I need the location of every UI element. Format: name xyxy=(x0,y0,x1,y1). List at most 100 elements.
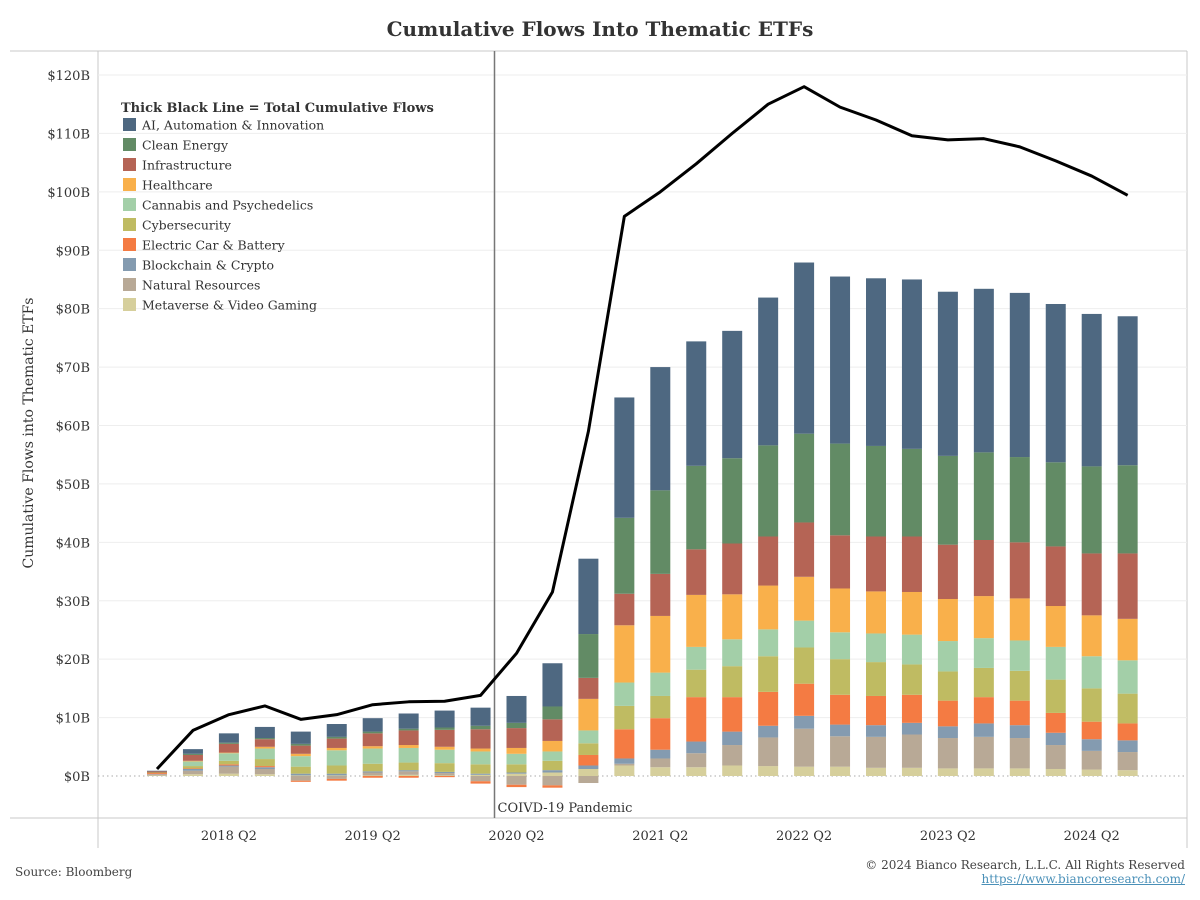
bar-segment xyxy=(362,763,383,772)
bar-segment xyxy=(937,738,958,769)
bar-segment xyxy=(937,671,958,701)
bar-segment xyxy=(794,647,815,684)
bar-segment xyxy=(901,591,922,635)
bar-segment xyxy=(937,726,958,739)
bar-segment xyxy=(722,639,743,667)
bar-segment xyxy=(901,722,922,735)
bar-segment xyxy=(362,731,383,734)
bar-segment xyxy=(542,663,563,707)
bar-segment xyxy=(830,659,851,695)
bar-segment xyxy=(1117,770,1138,776)
bar-segment xyxy=(614,729,635,759)
bar-segment xyxy=(901,279,922,449)
bar-segment xyxy=(1009,598,1030,641)
bar-segment xyxy=(758,585,779,630)
bar-segment xyxy=(1081,553,1102,616)
bar-segment xyxy=(866,695,886,726)
bar-segment xyxy=(470,774,491,776)
bar-segment xyxy=(218,766,239,774)
bar-segment xyxy=(506,753,527,765)
bar-segment xyxy=(362,775,383,777)
bar-segment xyxy=(182,761,203,767)
x-tick-label: 2024 Q2 xyxy=(1064,829,1120,844)
legend-title: Thick Black Line = Total Cumulative Flow… xyxy=(121,101,434,116)
bar-segment xyxy=(866,736,886,768)
bar-segment xyxy=(794,262,815,434)
bar-segment xyxy=(830,588,851,633)
bar-segment xyxy=(362,772,383,776)
bar-segment xyxy=(434,727,455,730)
bar-segment xyxy=(506,722,527,729)
website-link[interactable]: https://www.biancoresearch.com/ xyxy=(981,872,1185,886)
bar-segment xyxy=(1009,292,1030,458)
bar-segment xyxy=(326,778,347,781)
bar-segment xyxy=(326,747,347,751)
bar-segment xyxy=(578,776,599,784)
x-tick-label: 2019 Q2 xyxy=(345,829,401,844)
bar-segment xyxy=(1009,542,1030,599)
bar-segment xyxy=(542,776,563,786)
y-tick-label: $50B xyxy=(56,478,90,493)
bar-segment xyxy=(1045,546,1066,607)
bar-segment xyxy=(830,632,851,660)
bar-segment xyxy=(830,736,851,767)
bar-segment xyxy=(147,774,167,775)
bar-segment xyxy=(578,730,599,744)
bar-segment xyxy=(290,776,311,781)
bar-segment xyxy=(398,730,419,746)
bar-segment xyxy=(650,573,671,616)
bar-segment xyxy=(1117,723,1138,741)
bar-segment xyxy=(578,558,599,635)
bar-segment xyxy=(614,682,635,706)
bar-segment xyxy=(794,433,815,523)
bar-segment xyxy=(937,700,958,727)
plot-frame xyxy=(10,50,1188,848)
bar-segment xyxy=(614,763,635,766)
chart-title: Cumulative Flows Into Thematic ETFs xyxy=(386,17,814,41)
bar-segment xyxy=(866,767,886,776)
bar-segment xyxy=(722,765,743,776)
bar-segment xyxy=(937,544,958,599)
x-tick-label: 2020 Q2 xyxy=(488,829,544,844)
bar-segment xyxy=(506,764,527,773)
bar-segment xyxy=(937,455,958,545)
bar-segment xyxy=(470,707,491,726)
bar-segment xyxy=(722,594,743,640)
bar-segment xyxy=(1081,656,1102,689)
bar-segment xyxy=(1045,712,1066,733)
legend-swatch xyxy=(123,118,136,131)
bar-segment xyxy=(254,768,275,775)
bar-segment xyxy=(722,697,743,732)
bar-segment xyxy=(506,784,527,788)
bar-segment xyxy=(614,625,635,683)
y-tick-label: $80B xyxy=(56,303,90,318)
bar-segment xyxy=(1117,693,1138,724)
legend-swatch xyxy=(123,258,136,271)
bar-segment xyxy=(470,764,491,774)
bar-segment xyxy=(542,740,563,752)
bar-segment xyxy=(1045,768,1066,776)
bar-segment xyxy=(937,641,958,672)
bar-segment xyxy=(650,367,671,491)
bar-segment xyxy=(254,759,275,767)
bar-segment xyxy=(1117,660,1138,694)
bar-segment xyxy=(650,749,671,759)
bar-segment xyxy=(830,724,851,737)
gridlines xyxy=(98,74,1187,777)
bar-segment xyxy=(614,593,635,626)
bar-segment xyxy=(1081,750,1102,770)
bar-segment xyxy=(973,667,994,698)
bar-segment xyxy=(506,695,527,723)
bar-segment xyxy=(650,490,671,574)
bar-segment xyxy=(147,770,167,772)
bar-segment xyxy=(1117,553,1138,619)
bar-segment xyxy=(326,773,347,776)
bar-segment xyxy=(398,728,419,731)
y-tick-label: $10B xyxy=(56,712,90,727)
bar-segment xyxy=(218,733,239,743)
bar-segment xyxy=(758,536,779,586)
bar-segment xyxy=(362,733,383,747)
bar-segment xyxy=(254,739,275,747)
bar-segment xyxy=(758,737,779,767)
bar-segment xyxy=(866,725,886,737)
